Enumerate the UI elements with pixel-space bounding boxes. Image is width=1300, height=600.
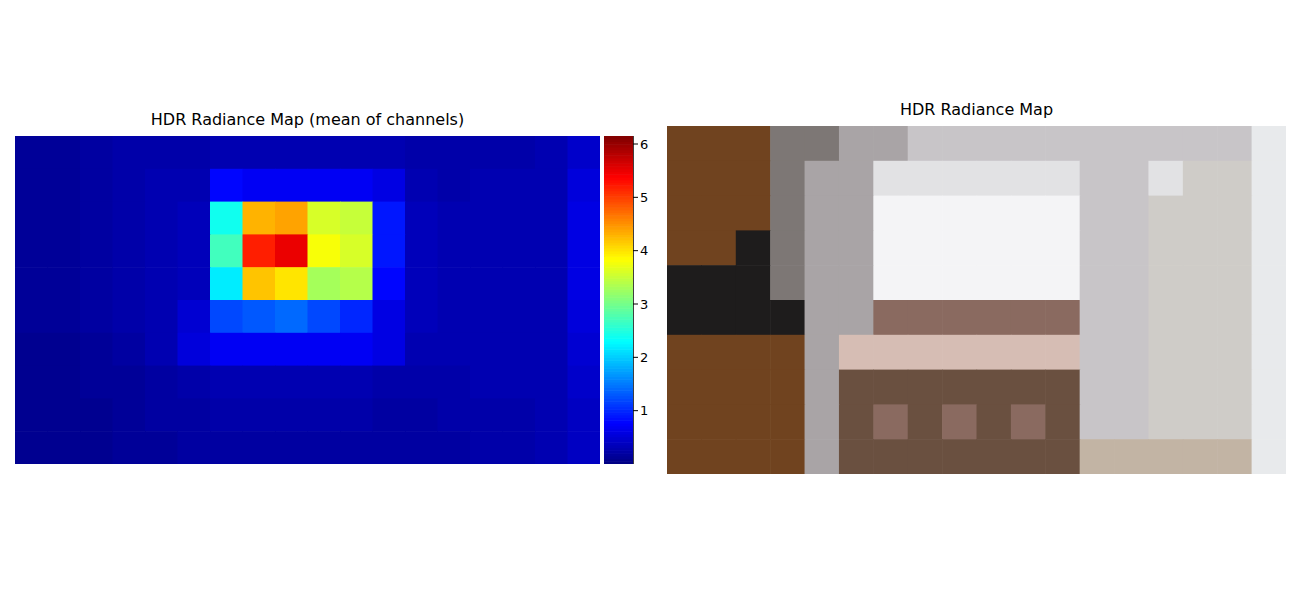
html-text:HDR Radiance Map (mean of chan: HDR Radiance Map (mean of channels) xyxy=(150,110,465,129)
svg-text:2: 2 xyxy=(640,350,648,365)
html-text:HDR Radiance Map: HDR Radiance Map xyxy=(899,100,1054,119)
svg-text:3: 3 xyxy=(640,297,648,312)
svg-text:5: 5 xyxy=(640,190,648,205)
svg-text:1: 1 xyxy=(640,403,648,418)
svg-text:4: 4 xyxy=(640,243,648,258)
svg-text:6: 6 xyxy=(640,137,648,152)
